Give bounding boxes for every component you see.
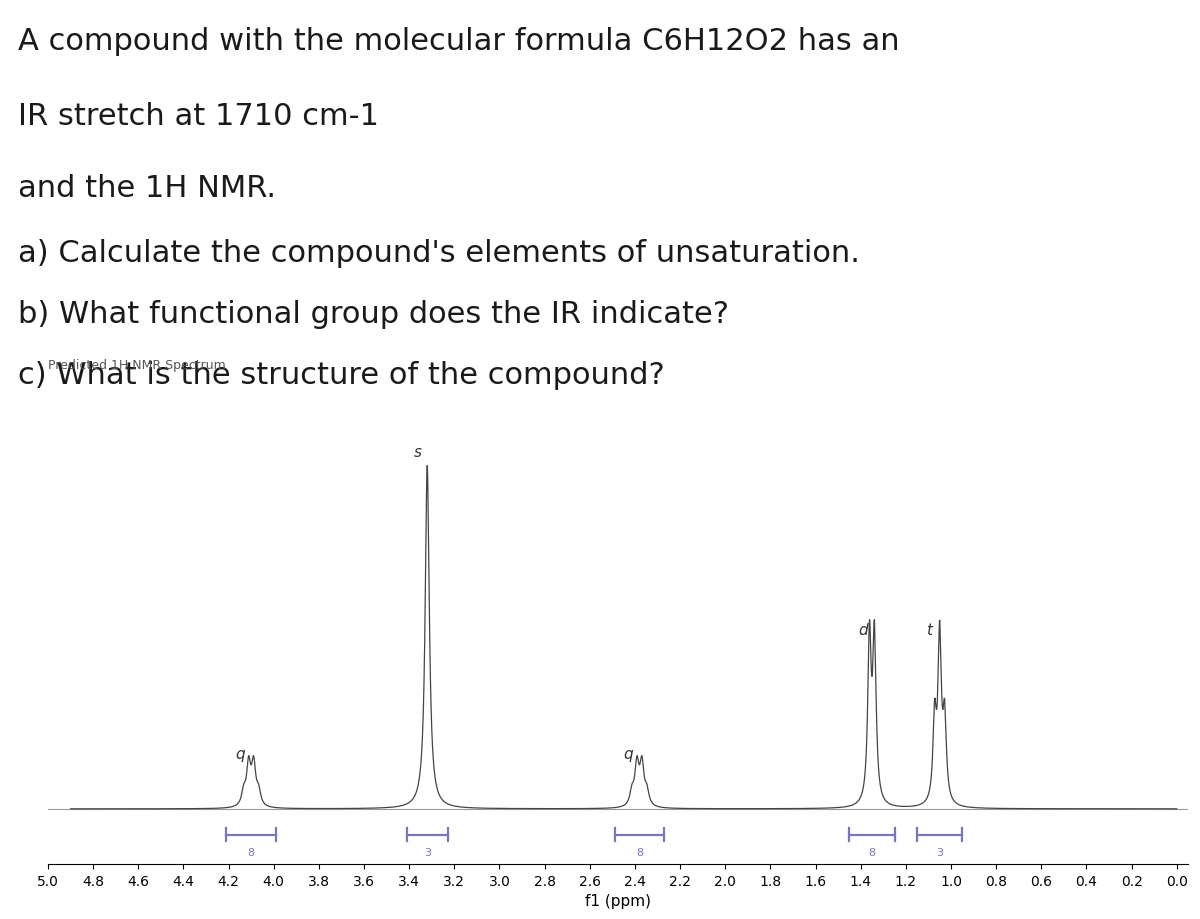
Text: A compound with the molecular formula C6H12O2 has an: A compound with the molecular formula C6… <box>18 27 900 56</box>
Text: d: d <box>858 622 868 638</box>
Text: 3: 3 <box>936 847 943 857</box>
Text: and the 1H NMR.: and the 1H NMR. <box>18 174 276 203</box>
Text: 3: 3 <box>424 847 431 857</box>
Text: c) What is the structure of the compound?: c) What is the structure of the compound… <box>18 360 665 390</box>
Text: Predicted 1H NMR Spectrum: Predicted 1H NMR Spectrum <box>48 358 226 371</box>
Text: s: s <box>414 444 421 460</box>
Text: 8: 8 <box>636 847 643 857</box>
Text: 8: 8 <box>247 847 254 857</box>
Text: b) What functional group does the IR indicate?: b) What functional group does the IR ind… <box>18 300 728 328</box>
Text: q: q <box>235 746 245 761</box>
Text: IR stretch at 1710 cm-1: IR stretch at 1710 cm-1 <box>18 102 379 131</box>
Text: t: t <box>926 622 932 638</box>
Text: q: q <box>624 746 634 761</box>
X-axis label: f1 (ppm): f1 (ppm) <box>586 893 650 908</box>
Text: 8: 8 <box>869 847 876 857</box>
Text: a) Calculate the compound's elements of unsaturation.: a) Calculate the compound's elements of … <box>18 239 859 267</box>
